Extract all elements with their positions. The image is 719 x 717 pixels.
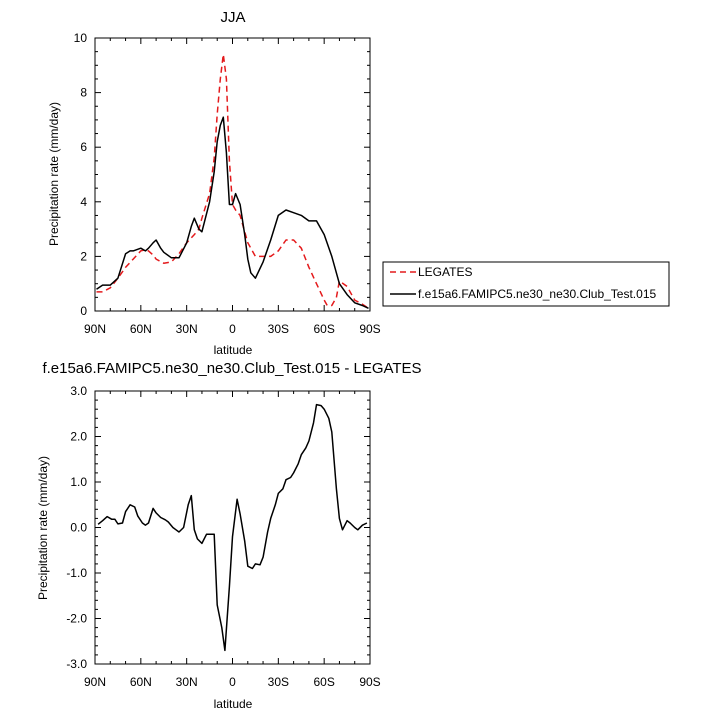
y-tick-label: -2.0 (66, 612, 87, 626)
x-axis-label: latitude (214, 343, 253, 357)
y-tick-label: 3.0 (70, 384, 87, 398)
x-tick-label: 30S (268, 675, 289, 689)
x-tick-label: 30S (268, 322, 289, 336)
y-tick-label: 10 (74, 31, 88, 45)
legend-box (382, 261, 670, 307)
y-axis-label: Precipitation rate (mm/day) (36, 456, 50, 600)
y-tick-label: 8 (80, 86, 87, 100)
y-axis-label: Precipitation rate (mm/day) (47, 102, 61, 246)
x-tick-label: 90N (84, 675, 106, 689)
legend-entry-model: f.e15a6.FAMIPC5.ne30_ne30.Club_Test.015 (418, 287, 656, 301)
x-tick-label: 60N (130, 675, 152, 689)
series-line-0 (97, 403, 368, 652)
x-tick-label: 90S (359, 322, 380, 336)
x-tick-label: 60S (313, 675, 334, 689)
x-tick-label: 60N (130, 322, 152, 336)
plot-area: 90N 60N 30N 0 30S 60S 90S 0 2 4 6 8 10 (74, 31, 381, 336)
plot-frame (94, 390, 371, 665)
plot-area: 90N 60N 30N 0 30S 60S 90S -3.0 -2.0 -1.0 0.0 1.0 2.0… (66, 384, 380, 689)
y-tick-label: 2 (80, 249, 87, 263)
x-axis-label: latitude (214, 697, 253, 711)
y-tick-label: 6 (80, 140, 87, 154)
y-tick-label: 0.0 (70, 521, 87, 535)
y-tick-label: 0 (80, 304, 87, 318)
chart-title: JJA (220, 9, 245, 26)
legend: LEGATES f.e15a6.FAMIPC5.ne30_ne30.Club_T… (382, 261, 670, 307)
series-line-1 (96, 116, 369, 309)
chart-title: f.e15a6.FAMIPC5.ne30_ne30.Club_Test.015 … (42, 360, 421, 377)
x-tick-label: 60S (313, 322, 334, 336)
x-tick-label: 0 (229, 322, 236, 336)
panel-difference: f.e15a6.FAMIPC5.ne30_ne30.Club_Test.015 … (36, 360, 422, 711)
plot-frame (94, 37, 371, 312)
x-tick-label: 30N (176, 675, 198, 689)
x-tick-label: 90S (359, 675, 380, 689)
series-line-0 (96, 53, 369, 309)
y-tick-label: -3.0 (66, 657, 87, 671)
legend-entry-legates: LEGATES (418, 265, 472, 279)
y-tick-label: 2.0 (70, 430, 87, 444)
x-tick-label: 0 (229, 675, 236, 689)
y-tick-label: 1.0 (70, 475, 87, 489)
y-tick-label: -1.0 (66, 566, 87, 580)
x-tick-label: 30N (176, 322, 198, 336)
y-tick-label: 4 (80, 195, 87, 209)
x-tick-label: 90N (84, 322, 106, 336)
